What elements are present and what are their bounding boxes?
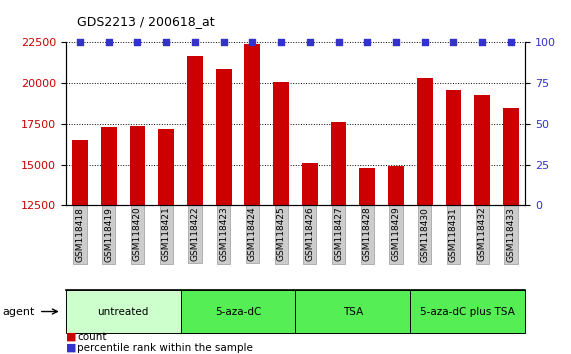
Point (75, 40, 85, 45)
Text: 5-aza-dC: 5-aza-dC (215, 307, 261, 316)
Text: ■: ■ (66, 343, 76, 353)
Point (133, 40, 142, 45)
Bar (244, 44, 260, 205)
Text: GDS2213 / 200618_at: GDS2213 / 200618_at (77, 15, 215, 28)
Bar (274, 81, 289, 205)
Bar (302, 163, 317, 205)
Text: count: count (77, 332, 107, 342)
Point (104, 40, 113, 45)
Point (276, 40, 286, 45)
Text: ■: ■ (66, 332, 76, 342)
Bar (158, 129, 174, 205)
Point (219, 40, 228, 45)
Bar (359, 168, 375, 205)
Point (334, 40, 343, 45)
Text: agent: agent (3, 307, 35, 316)
Text: TSA: TSA (343, 307, 363, 316)
Bar (388, 166, 404, 205)
Bar (475, 95, 490, 205)
Point (162, 40, 171, 45)
Bar (216, 69, 232, 205)
Bar (130, 126, 146, 205)
Text: 5-aza-dC plus TSA: 5-aza-dC plus TSA (420, 307, 515, 316)
Bar (101, 127, 116, 205)
Point (420, 40, 429, 45)
Point (506, 40, 516, 45)
Bar (72, 140, 88, 205)
Bar (331, 122, 347, 205)
Text: untreated: untreated (98, 307, 149, 316)
Point (305, 40, 315, 45)
Point (363, 40, 372, 45)
Bar (417, 78, 433, 205)
Bar (445, 90, 461, 205)
Point (478, 40, 487, 45)
Point (190, 40, 199, 45)
Point (449, 40, 458, 45)
Bar (187, 56, 203, 205)
Point (248, 40, 257, 45)
Point (392, 40, 401, 45)
Bar (503, 108, 519, 205)
Text: percentile rank within the sample: percentile rank within the sample (77, 343, 253, 353)
